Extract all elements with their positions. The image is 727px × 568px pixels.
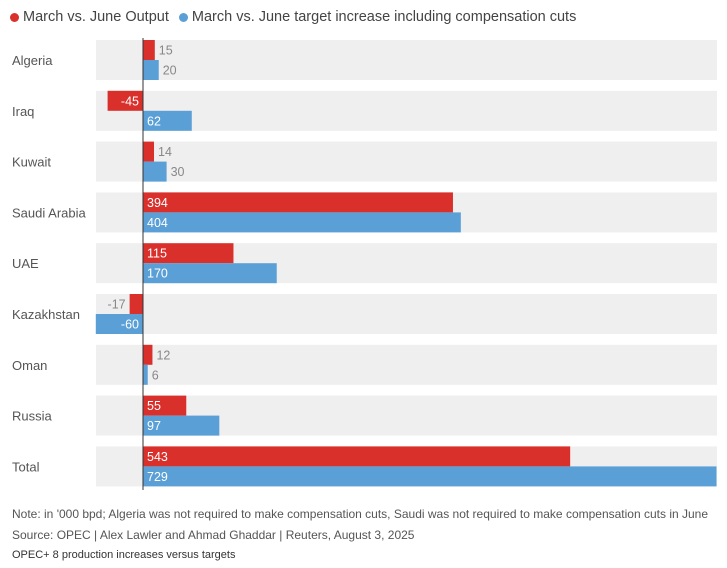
value-label-output-russia: 55 [147,399,161,413]
legend-swatch-target [178,12,188,22]
category-label-iraq: Iraq [12,104,34,119]
value-label-target-oman: 6 [152,368,159,382]
legend: March vs. June Output March vs. June tar… [10,6,576,28]
value-label-target-kuwait: 30 [171,165,185,179]
bar-target-uae [143,263,277,284]
bar-output-algeria [143,40,155,60]
legend-label-target: March vs. June target increase including… [191,9,577,25]
value-label-target-uae: 170 [147,267,168,281]
legend-item-target[interactable]: March vs. June target increase including… [178,9,577,25]
bar-output-iraq [107,90,143,111]
legend-label-output: March vs. June Output [23,9,169,25]
source-line: Source: OPEC | Alex Lawler and Ahmad Gha… [12,528,415,542]
category-label-kuwait: Kuwait [12,155,51,170]
value-label-target-russia: 97 [147,419,161,433]
bar-output-kazakhstan [129,294,143,314]
row-background-iraq [96,90,717,131]
value-label-output-kuwait: 14 [158,145,172,159]
legend-item-output[interactable]: March vs. June Output [10,9,169,25]
bar-chart: Algeria 15 20 Iraq -45 62 Kuwait 14 30 Saudi Arab… [12,38,717,490]
category-label-uae: UAE [12,256,39,271]
row-background-algeria [96,40,717,80]
bar-target-kuwait [143,161,167,182]
value-label-output-oman: 12 [156,348,170,362]
bar-output-saudi-arabia [143,192,453,213]
value-label-output-iraq: -45 [121,94,139,108]
bar-target-saudi-arabia [143,212,461,233]
category-label-total: Total [12,459,40,474]
category-label-kazakhstan: Kazakhstan [12,307,80,322]
value-label-target-kazakhstan: -60 [121,318,139,332]
category-label-oman: Oman [12,358,47,373]
chart-footer: Note: in '000 bpd; Algeria was not requi… [12,504,717,564]
bar-target-russia [143,415,220,436]
value-label-output-saudi-arabia: 394 [147,196,168,210]
bar-target-algeria [143,60,159,80]
value-label-output-algeria: 15 [159,44,173,58]
chart-title: OPEC+ 8 production increases versus targ… [12,549,236,561]
bar-output-oman [143,344,153,365]
value-label-target-algeria: 20 [163,64,177,78]
category-label-russia: Russia [12,409,53,424]
value-label-output-uae: 115 [147,247,167,261]
row-background-kuwait [96,141,717,182]
bar-target-iraq [143,110,192,131]
bar-output-kuwait [143,141,155,162]
row-background-oman [96,344,717,385]
bar-target-oman [143,364,148,385]
category-label-algeria: Algeria [12,53,53,68]
bar-output-total [143,446,571,467]
category-label-saudi-arabia: Saudi Arabia [12,205,86,220]
value-label-output-kazakhstan: -17 [108,298,126,312]
legend-swatch-output [10,12,19,22]
row-background-kazakhstan [96,294,717,334]
value-label-target-total: 729 [147,470,168,484]
bar-target-total [143,466,717,487]
value-label-output-total: 543 [147,450,168,464]
bar-target-kazakhstan [95,314,143,334]
value-label-target-iraq: 62 [147,114,161,128]
bar-output-russia [143,395,187,416]
footnote: Note: in '000 bpd; Algeria was not requi… [12,507,709,521]
bar-output-uae [143,243,234,264]
value-label-target-saudi-arabia: 404 [147,216,168,230]
